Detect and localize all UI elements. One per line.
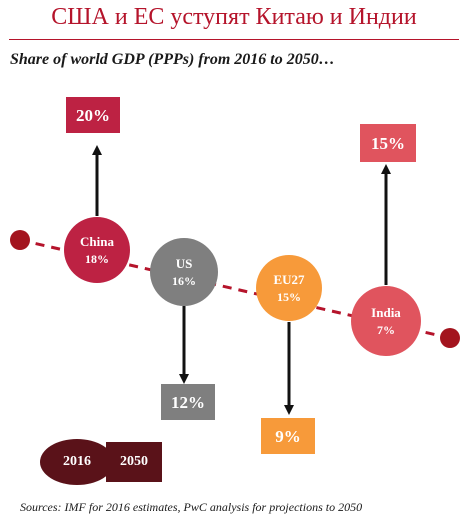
india-2050-box	[360, 124, 416, 162]
source-note: Sources: IMF for 2016 estimates, PwC ana…	[20, 500, 363, 514]
china-2016-value-label: 18%	[85, 252, 109, 266]
chart-subtitle: Share of world GDP (PPPs) from 2016 to 2…	[10, 51, 335, 68]
eu27-2016-value-label: 15%	[277, 290, 301, 304]
china-2050-box	[66, 97, 120, 133]
us-2016-value-label: 16%	[172, 274, 196, 288]
india-name-label: India	[371, 305, 401, 320]
india-2050-value-label: 15%	[371, 134, 405, 153]
us-2050-box	[161, 384, 215, 420]
legend-2016: 2016	[40, 439, 114, 485]
legend-2050: 2050	[106, 442, 162, 482]
trend-end-dot	[440, 328, 460, 348]
us-2016-bubble	[150, 238, 218, 306]
trend-start-dot	[10, 230, 30, 250]
eu27-2050-box	[261, 418, 315, 454]
china-2050-value-label: 20%	[76, 106, 110, 125]
china-name-label: China	[80, 234, 114, 249]
eu27-2050-value-label: 9%	[275, 427, 301, 446]
eu27-2016-bubble	[256, 255, 322, 321]
title-divider	[9, 39, 459, 40]
india-2016-bubble	[351, 286, 421, 356]
us-2050-value-label: 12%	[171, 393, 205, 412]
china-2016-bubble	[64, 217, 130, 283]
eu27-name-label: EU27	[273, 272, 305, 287]
us-name-label: US	[176, 256, 193, 271]
page-title: США и ЕС уступят Китаю и Индии	[51, 4, 417, 30]
india-2016-value-label: 7%	[377, 323, 395, 337]
